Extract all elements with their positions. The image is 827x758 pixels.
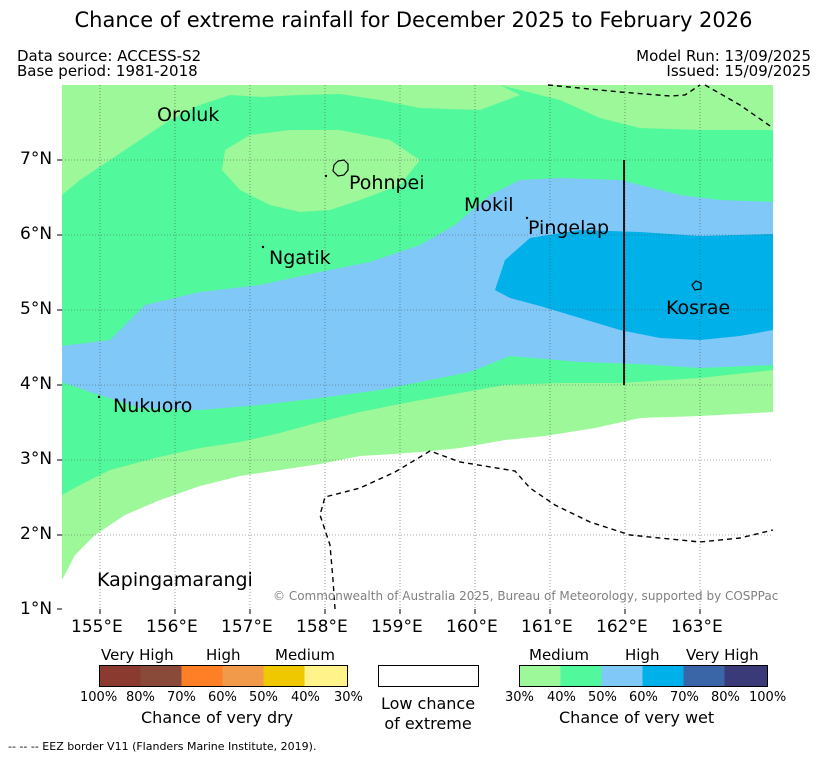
- lat-tick-6n: 6°N: [20, 224, 53, 244]
- wet-medium-patch-oroluk: [62, 85, 520, 195]
- lon-tick-162e: 162°E: [596, 617, 648, 637]
- wet-swatch-60-70: [642, 665, 684, 687]
- lat-tick-1n: 1°N: [20, 599, 53, 619]
- wet-pct-100: 100%: [749, 690, 787, 705]
- neutral-caption-line1: Low chance: [380, 694, 476, 713]
- wet-swatch-70-80: [683, 665, 725, 687]
- ngatik-dot: [261, 245, 265, 249]
- data-source: Data source: ACCESS-S2: [17, 47, 202, 65]
- dry-swatch-80-70: [140, 665, 182, 687]
- lat-tick-3n: 3°N: [20, 449, 53, 469]
- wet-pct-70: 70%: [670, 690, 699, 705]
- dry-pct-100: 100%: [80, 690, 118, 705]
- dry-level-high: High: [206, 646, 241, 664]
- wet-kosrae-core: [495, 230, 773, 340]
- wet-swatch-80-100: [724, 665, 768, 687]
- label-nukuoro: Nukuoro: [113, 395, 193, 417]
- dry-pct-30: 30%: [334, 690, 363, 705]
- dry-level-very-high: Very High: [101, 646, 174, 664]
- dry-swatch-100-80: [99, 665, 141, 687]
- dry-pct-50: 50%: [249, 690, 278, 705]
- lon-tick-163e: 163°E: [671, 617, 723, 637]
- wet-pct-50: 50%: [588, 690, 617, 705]
- model-run: Model Run: 13/09/2025: [636, 47, 811, 65]
- lon-tick-156e: 156°E: [146, 617, 198, 637]
- wet-colorbar: [519, 665, 768, 687]
- tick-marks: [57, 159, 701, 614]
- dry-swatch-70-60: [181, 665, 223, 687]
- issued-date: Issued: 15/09/2025: [666, 62, 811, 80]
- wet-medium-patch-pohnpei: [222, 130, 420, 212]
- wet-level-very-high: Very High: [686, 646, 759, 664]
- lat-tick-2n: 2°N: [20, 524, 53, 544]
- dry-colorbar: [99, 665, 348, 687]
- dry-pct-80: 80%: [126, 690, 155, 705]
- lon-tick-160e: 160°E: [446, 617, 498, 637]
- dry-pct-70: 70%: [167, 690, 196, 705]
- lat-tick-5n: 5°N: [20, 299, 53, 319]
- wet-level-high: High: [625, 646, 660, 664]
- wet-pct-80: 80%: [711, 690, 740, 705]
- lon-tick-157e: 157°E: [221, 617, 273, 637]
- wet-pct-30: 30%: [505, 690, 534, 705]
- dry-pct-40: 40%: [291, 690, 320, 705]
- wet-pct-40: 40%: [547, 690, 576, 705]
- dry-swatch-40-30: [304, 665, 348, 687]
- label-ngatik: Ngatik: [269, 247, 331, 269]
- wet-swatch-30-40: [519, 665, 561, 687]
- base-period: Base period: 1981-2018: [17, 62, 198, 80]
- lat-tick-4n: 4°N: [20, 374, 53, 394]
- wet-caption: Chance of very wet: [559, 708, 715, 727]
- dry-swatch-60-50: [222, 665, 264, 687]
- lon-tick-159e: 159°E: [371, 617, 423, 637]
- map-title: Chance of extreme rainfall for December …: [74, 8, 753, 32]
- lon-tick-161e: 161°E: [521, 617, 573, 637]
- dry-swatch-50-40: [263, 665, 305, 687]
- pingelap-dot: [525, 216, 529, 220]
- dry-pct-60: 60%: [208, 690, 237, 705]
- eez-footnote: -- -- -- EEZ border V11 (Flanders Marine…: [8, 740, 317, 753]
- ant-atoll-dot: [324, 174, 328, 178]
- lon-tick-155e: 155°E: [71, 617, 123, 637]
- nukuoro-dot: [97, 395, 101, 399]
- map-fill-layer: [62, 85, 773, 609]
- wet-level-medium: Medium: [529, 646, 589, 664]
- pohnpei-island-outline: [332, 159, 349, 177]
- lat-tick-7n: 7°N: [20, 149, 53, 169]
- low-chance-swatch: [378, 665, 479, 687]
- wet-swatch-40-50: [560, 665, 602, 687]
- neutral-caption-line2: of extreme: [384, 714, 472, 733]
- label-oroluk: Oroluk: [157, 104, 220, 126]
- label-pohnpei: Pohnpei: [349, 172, 425, 194]
- dry-level-medium: Medium: [275, 646, 335, 664]
- label-kosrae: Kosrae: [666, 297, 731, 319]
- graticule: [62, 85, 773, 609]
- kosrae-island-outline: [691, 280, 702, 291]
- eez-border: [319, 84, 774, 610]
- dry-caption: Chance of very dry: [141, 708, 294, 727]
- copyright-notice: © Commonwealth of Australia 2025, Bureau…: [273, 589, 779, 603]
- label-pingelap: Pingelap: [528, 217, 610, 239]
- wet-swatch-50-60: [601, 665, 643, 687]
- label-kapingamarangi: Kapingamarangi: [97, 569, 253, 591]
- lon-tick-158e: 158°E: [296, 617, 348, 637]
- label-mokil: Mokil: [464, 194, 514, 216]
- wet-pct-60: 60%: [629, 690, 658, 705]
